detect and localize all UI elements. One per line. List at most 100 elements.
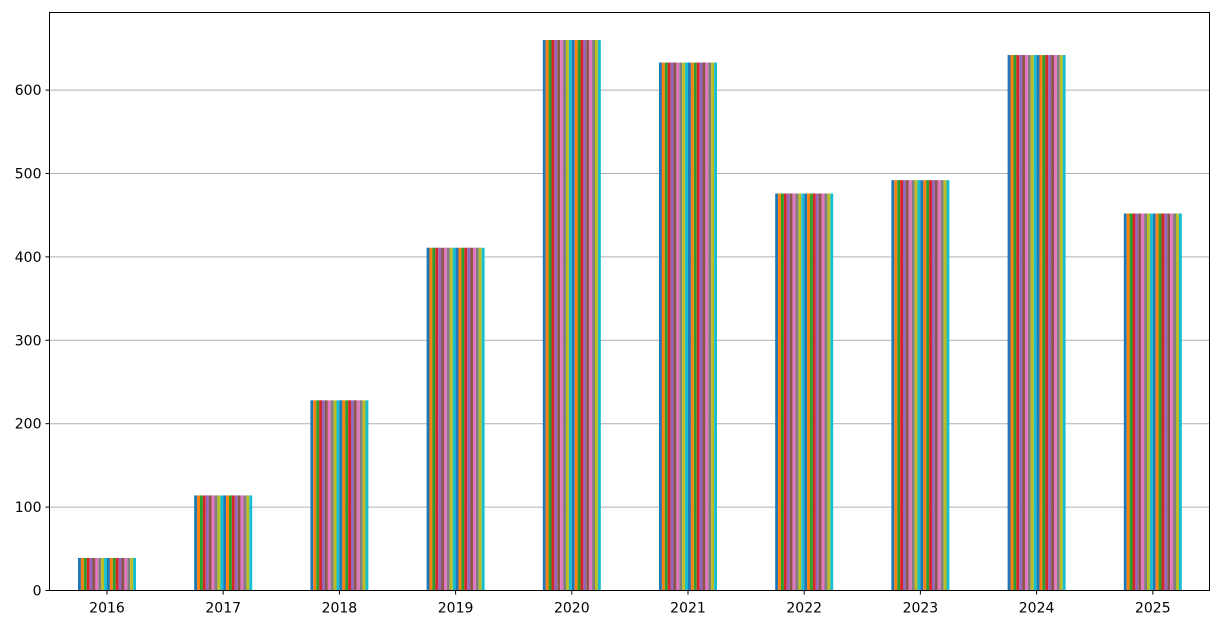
bar <box>818 193 822 591</box>
bar <box>1056 55 1060 591</box>
bar <box>80 557 84 591</box>
bar <box>83 557 87 591</box>
bar <box>1155 213 1159 591</box>
bar <box>246 495 250 591</box>
bar <box>685 62 688 591</box>
bar <box>1039 55 1043 591</box>
bar <box>894 180 898 591</box>
bar <box>455 247 459 591</box>
bar <box>118 557 122 591</box>
bar <box>557 40 561 591</box>
bar <box>353 400 357 591</box>
x-tick-label: 2017 <box>205 601 241 617</box>
bar <box>932 180 935 591</box>
bar <box>795 193 799 591</box>
bar <box>551 40 555 591</box>
bar <box>446 247 450 591</box>
bar <box>929 180 932 591</box>
bar <box>577 40 581 591</box>
y-tick-label: 300 <box>15 333 42 349</box>
bar <box>659 62 662 591</box>
bar <box>580 40 584 591</box>
bar <box>827 193 831 591</box>
bar <box>316 400 320 591</box>
x-tick-label: 2020 <box>554 601 590 617</box>
bar <box>475 247 479 591</box>
bar <box>682 62 686 591</box>
bar <box>783 193 787 591</box>
bar <box>327 400 331 591</box>
bar <box>1161 213 1165 591</box>
y-tick-label: 200 <box>15 417 42 433</box>
bar <box>449 247 453 591</box>
bar <box>586 40 590 591</box>
bar <box>356 400 360 591</box>
bar <box>778 193 781 591</box>
bar <box>592 40 595 591</box>
bar <box>1019 55 1023 591</box>
bar <box>917 180 921 591</box>
bar <box>1022 55 1025 591</box>
bar <box>542 40 546 591</box>
bar <box>220 495 224 591</box>
bar <box>342 400 346 591</box>
bar <box>231 495 235 591</box>
bar <box>711 62 715 591</box>
x-axis-ticks: 2016 2017 2018 2019 2020 2021 2022 2023 2024 2025 <box>89 590 1171 617</box>
bar <box>1054 55 1057 591</box>
bar <box>351 400 354 591</box>
bar <box>801 193 805 591</box>
bar <box>1045 55 1049 591</box>
bar <box>205 495 209 591</box>
bar <box>566 40 569 591</box>
bar <box>821 193 825 591</box>
bar <box>1141 213 1145 591</box>
x-tick-label: 2024 <box>1019 601 1055 617</box>
bar <box>923 180 927 591</box>
bar <box>426 247 430 591</box>
x-tick-label: 2021 <box>670 601 706 617</box>
bar <box>104 557 107 591</box>
y-tick-label: 400 <box>15 250 42 266</box>
bar <box>946 180 950 591</box>
bar <box>908 180 912 591</box>
bar <box>1147 213 1150 591</box>
bar <box>1010 55 1014 591</box>
bar <box>458 247 462 591</box>
bar <box>676 62 680 591</box>
bar <box>1025 55 1028 591</box>
bar <box>101 557 105 591</box>
bar <box>345 400 349 591</box>
bar <box>897 180 901 591</box>
bar <box>435 247 439 591</box>
bar <box>133 557 136 591</box>
bar <box>891 180 895 591</box>
bar <box>1178 213 1182 591</box>
bar <box>705 62 709 591</box>
bar <box>900 180 903 591</box>
bar <box>673 62 677 591</box>
bar <box>478 247 482 591</box>
bar <box>348 400 351 591</box>
bar <box>545 40 549 591</box>
bar <box>943 180 947 591</box>
bar <box>429 247 433 591</box>
x-tick-label: 2025 <box>1135 601 1171 617</box>
bar <box>812 193 816 591</box>
bar <box>702 62 706 591</box>
bar <box>905 180 909 591</box>
bar <box>708 62 712 591</box>
bar <box>432 247 436 591</box>
bar <box>98 557 102 591</box>
bar <box>789 193 793 591</box>
bar <box>365 400 369 591</box>
bar <box>693 62 697 591</box>
y-axis-ticks: 0 100 200 300 400 500 600 <box>15 83 50 600</box>
bar <box>452 247 456 591</box>
bar <box>200 495 203 591</box>
bar <box>1059 55 1063 591</box>
bar <box>661 62 665 591</box>
bar <box>1042 55 1046 591</box>
bar <box>112 557 116 591</box>
